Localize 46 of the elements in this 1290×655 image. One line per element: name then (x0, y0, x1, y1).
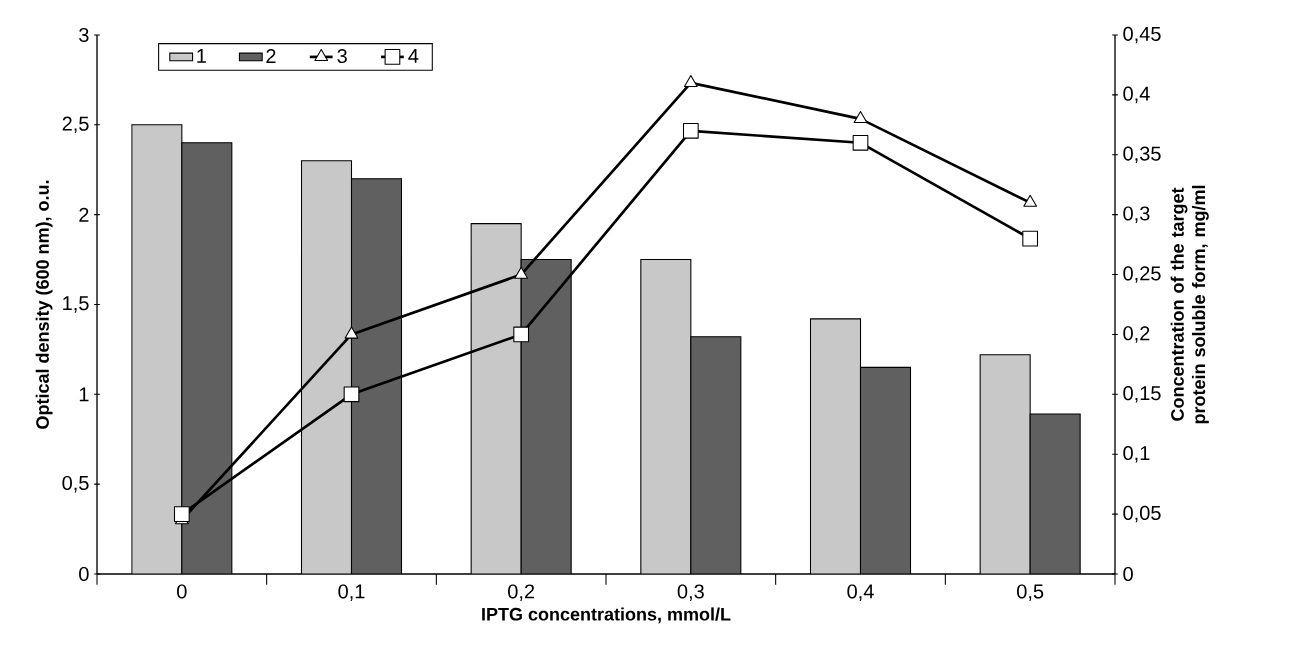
point (343, 386, 360, 403)
y-tick-label: 0,5 (62, 475, 89, 493)
y2-tick-label: 0 (1123, 566, 1133, 582)
point (683, 75, 698, 88)
bar (809, 318, 862, 574)
x-tick-label: 0,1 (338, 584, 365, 601)
y2-tick-label: 0,3 (1123, 206, 1150, 223)
bar (300, 160, 353, 574)
y2-tick-label: 0,15 (1123, 386, 1161, 403)
point (514, 266, 529, 279)
bar (979, 354, 1031, 574)
x-tick-label: 0,3 (677, 584, 704, 601)
point (853, 110, 868, 124)
bar (470, 223, 522, 574)
y-axis-title: Optical density (600 nm), o.u. (35, 180, 53, 429)
x-tick-label: 0 (177, 584, 187, 599)
legend-label: 3 (337, 48, 347, 64)
legend-label: 2 (266, 48, 276, 63)
point (344, 326, 359, 339)
y2-tick-label: 0,05 (1123, 505, 1161, 523)
y2-tick-label: 0,2 (1123, 326, 1150, 343)
x-tick-label: 0,4 (847, 584, 874, 601)
bar (131, 124, 183, 574)
y2-tick-label: 0,25 (1123, 266, 1161, 283)
y2-tick-label: 0,35 (1123, 146, 1161, 164)
y2-axis-title: Concentration of the target protein soluble form, mg/ml (1170, 185, 1209, 424)
y-tick-label: 3 (79, 27, 89, 43)
y-tick-label: 2 (79, 207, 89, 222)
y-tick-label: 0 (79, 566, 89, 582)
x-tick-label: 0,5 (1017, 584, 1044, 601)
point (1022, 230, 1039, 247)
legend-label: 1 (197, 49, 206, 63)
y-tick-label: 1,5 (63, 296, 89, 313)
point (513, 326, 530, 343)
point (682, 122, 699, 139)
y2-tick-label: 0,4 (1123, 86, 1150, 104)
y-tick-label: 1 (79, 387, 89, 402)
point (173, 506, 190, 522)
x-axis-title: IPTG concentrations, mmol/L (482, 607, 731, 624)
x-tick-label: 0,2 (508, 584, 535, 601)
y-tick-label: 2,5 (62, 116, 89, 134)
y2-tick-label: 0,1 (1123, 445, 1150, 463)
bar (640, 259, 692, 574)
legend-label: 4 (408, 49, 419, 63)
point (1023, 194, 1038, 207)
y2-tick-label: 0,45 (1123, 26, 1161, 44)
